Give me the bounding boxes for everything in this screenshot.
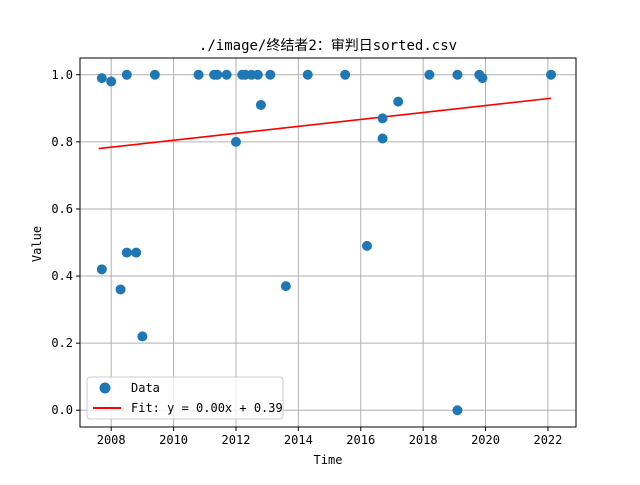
data-point: [131, 247, 142, 258]
data-point: [106, 76, 117, 87]
legend-label-data: Data: [131, 381, 160, 395]
data-point: [252, 69, 263, 80]
fit-series: [98, 97, 552, 150]
legend-label-fit: Fit: y = 0.00x + 0.39: [131, 401, 283, 415]
fit-line: [98, 97, 552, 150]
data-point: [137, 331, 148, 342]
y-axis-ticks: 0.0 0.2 0.4 0.6 0.8 1.0: [51, 68, 80, 417]
x-tick-label: 2018: [409, 433, 438, 447]
x-axis-label: Time: [314, 453, 343, 467]
y-tick-label: 0.8: [51, 135, 73, 149]
y-axis-label: Value: [30, 226, 44, 262]
axes-frame: [79, 57, 577, 428]
y-tick-label: 0.2: [51, 336, 73, 350]
data-point: [302, 69, 313, 80]
legend-scatter-marker: [99, 382, 111, 394]
data-point: [96, 264, 107, 275]
legend: Data Fit: y = 0.00x + 0.39: [86, 376, 284, 420]
x-tick-label: 2020: [471, 433, 500, 447]
data-point: [424, 69, 435, 80]
data-series: [96, 69, 557, 416]
data-point: [452, 69, 463, 80]
data-point: [221, 69, 232, 80]
data-point: [121, 69, 132, 80]
x-tick-label: 2010: [159, 433, 188, 447]
x-tick-label: 2022: [533, 433, 562, 447]
x-tick-label: 2016: [346, 433, 375, 447]
y-tick-label: 0.0: [51, 403, 73, 417]
data-point: [340, 69, 351, 80]
data-point: [361, 240, 372, 251]
data-point: [212, 69, 223, 80]
data-point: [193, 69, 204, 80]
x-axis-ticks: 2008 2010 2012 2014 2016 2018 2020 2022: [97, 427, 562, 447]
x-tick-label: 2012: [222, 433, 251, 447]
data-point: [265, 69, 276, 80]
y-tick-label: 0.4: [51, 269, 73, 283]
y-tick-label: 0.6: [51, 202, 73, 216]
data-point: [377, 113, 388, 124]
legend-box: [86, 376, 284, 420]
chart-title: ./image/终结者2：审判日sorted.csv: [199, 38, 457, 54]
data-point: [452, 405, 463, 416]
data-point: [546, 69, 557, 80]
data-point: [377, 133, 388, 144]
data-point: [230, 136, 241, 147]
data-point: [393, 96, 404, 107]
y-tick-label: 1.0: [51, 68, 73, 82]
data-point: [96, 73, 107, 84]
data-point: [121, 247, 132, 258]
data-point: [115, 284, 126, 295]
data-point: [255, 99, 266, 110]
x-tick-label: 2014: [284, 433, 313, 447]
x-tick-label: 2008: [97, 433, 126, 447]
data-point: [280, 281, 291, 292]
data-point: [477, 73, 488, 84]
data-point: [149, 69, 160, 80]
